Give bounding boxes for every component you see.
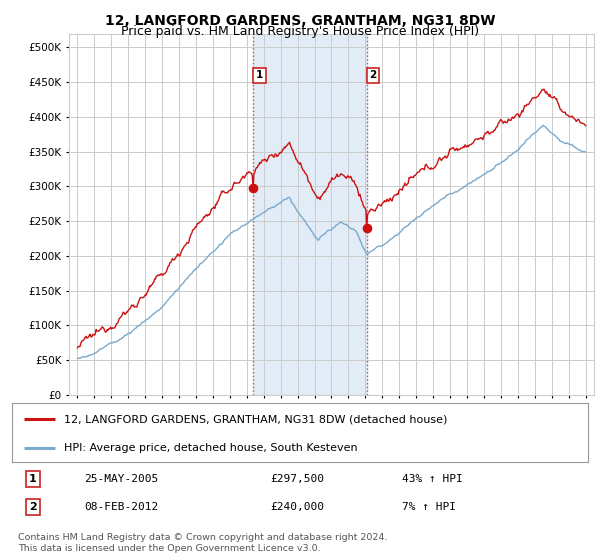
Text: Price paid vs. HM Land Registry's House Price Index (HPI): Price paid vs. HM Land Registry's House … bbox=[121, 25, 479, 38]
Bar bbox=[253, 34, 367, 395]
Text: 43% ↑ HPI: 43% ↑ HPI bbox=[402, 474, 463, 484]
Text: 12, LANGFORD GARDENS, GRANTHAM, NG31 8DW: 12, LANGFORD GARDENS, GRANTHAM, NG31 8DW bbox=[105, 14, 495, 28]
Text: 08-FEB-2012: 08-FEB-2012 bbox=[84, 502, 158, 512]
Text: 1: 1 bbox=[256, 70, 263, 80]
Text: Contains HM Land Registry data © Crown copyright and database right 2024.
This d: Contains HM Land Registry data © Crown c… bbox=[18, 533, 388, 553]
Text: 25-MAY-2005: 25-MAY-2005 bbox=[84, 474, 158, 484]
Text: 12, LANGFORD GARDENS, GRANTHAM, NG31 8DW (detached house): 12, LANGFORD GARDENS, GRANTHAM, NG31 8DW… bbox=[64, 414, 447, 424]
Text: 2: 2 bbox=[29, 502, 37, 512]
Text: 1: 1 bbox=[29, 474, 37, 484]
Text: £297,500: £297,500 bbox=[270, 474, 324, 484]
Text: 7% ↑ HPI: 7% ↑ HPI bbox=[402, 502, 456, 512]
Text: £240,000: £240,000 bbox=[270, 502, 324, 512]
Text: 2: 2 bbox=[370, 70, 377, 80]
Text: HPI: Average price, detached house, South Kesteven: HPI: Average price, detached house, Sout… bbox=[64, 444, 358, 454]
